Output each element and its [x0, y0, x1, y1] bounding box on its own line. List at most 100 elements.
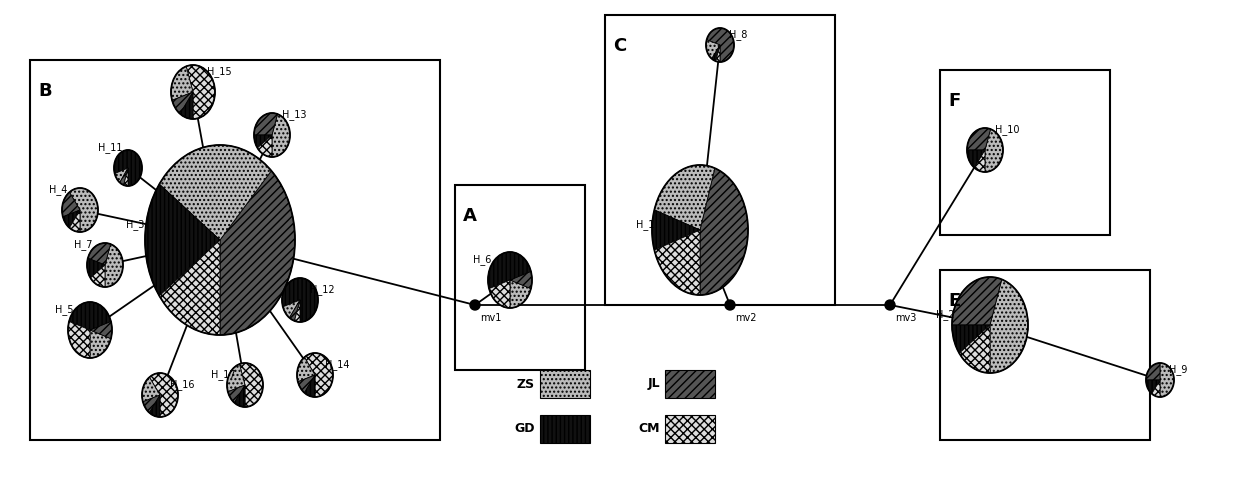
Polygon shape [304, 353, 334, 397]
Text: C: C [613, 37, 626, 55]
Polygon shape [171, 66, 193, 100]
Text: H_12: H_12 [310, 284, 335, 295]
Polygon shape [960, 325, 990, 373]
Polygon shape [105, 244, 123, 287]
Polygon shape [283, 300, 300, 318]
Bar [665, 415, 715, 443]
Polygon shape [952, 277, 1002, 325]
Ellipse shape [62, 188, 98, 232]
Polygon shape [967, 128, 991, 150]
Text: H_16: H_16 [170, 379, 195, 390]
Polygon shape [124, 168, 128, 186]
Polygon shape [967, 150, 985, 168]
Bar [539, 370, 590, 398]
Polygon shape [88, 243, 110, 265]
Text: A: A [463, 207, 477, 225]
Ellipse shape [227, 363, 263, 407]
Polygon shape [990, 279, 1028, 373]
Text: H_3: H_3 [125, 219, 144, 230]
Text: H_8: H_8 [729, 29, 748, 40]
Text: GD: GD [515, 422, 534, 435]
Polygon shape [289, 300, 300, 321]
Polygon shape [489, 280, 510, 308]
Polygon shape [715, 45, 720, 62]
Polygon shape [281, 278, 317, 322]
Polygon shape [149, 395, 160, 417]
Ellipse shape [652, 165, 748, 295]
Polygon shape [707, 28, 734, 62]
Polygon shape [228, 385, 246, 403]
Text: H_6: H_6 [472, 254, 491, 265]
Polygon shape [68, 321, 91, 358]
Text: CM: CM [639, 422, 660, 435]
Polygon shape [294, 300, 300, 322]
Polygon shape [258, 135, 272, 157]
Ellipse shape [967, 128, 1003, 172]
Polygon shape [1152, 380, 1159, 397]
Text: H_4: H_4 [48, 184, 67, 195]
Polygon shape [234, 385, 246, 407]
Polygon shape [254, 135, 272, 148]
Text: mv1: mv1 [480, 313, 501, 323]
Polygon shape [298, 375, 315, 393]
Ellipse shape [143, 373, 179, 417]
Polygon shape [239, 363, 263, 407]
Polygon shape [652, 210, 701, 250]
Text: H_14: H_14 [325, 359, 350, 370]
Text: JL: JL [647, 377, 660, 391]
Polygon shape [145, 184, 219, 296]
Polygon shape [149, 373, 179, 417]
Polygon shape [87, 258, 105, 278]
Polygon shape [254, 113, 278, 135]
Polygon shape [114, 150, 143, 186]
Bar [605, 15, 835, 305]
Polygon shape [706, 40, 720, 59]
Ellipse shape [706, 28, 734, 62]
Polygon shape [1146, 380, 1159, 394]
Polygon shape [219, 171, 295, 335]
Text: mv2: mv2 [735, 313, 756, 323]
Polygon shape [159, 240, 219, 335]
Text: H_15: H_15 [207, 66, 232, 77]
Ellipse shape [171, 65, 215, 119]
Text: H_9: H_9 [1169, 364, 1187, 375]
Polygon shape [63, 210, 81, 228]
Bar [665, 370, 715, 398]
Polygon shape [712, 45, 720, 61]
Ellipse shape [489, 252, 532, 308]
Text: H_7: H_7 [73, 239, 92, 250]
Polygon shape [975, 150, 985, 172]
Polygon shape [62, 192, 81, 217]
Polygon shape [180, 92, 193, 119]
Polygon shape [143, 395, 160, 413]
Polygon shape [91, 265, 105, 287]
Ellipse shape [952, 277, 1028, 373]
Polygon shape [1159, 363, 1174, 397]
Text: mv3: mv3 [895, 313, 916, 323]
Text: H_2: H_2 [936, 309, 955, 320]
Polygon shape [114, 168, 128, 182]
Circle shape [725, 300, 735, 310]
Circle shape [470, 300, 480, 310]
Polygon shape [143, 377, 160, 402]
Polygon shape [952, 325, 990, 353]
Polygon shape [985, 129, 1003, 172]
Bar [940, 70, 1110, 235]
Text: ZS: ZS [517, 377, 534, 391]
Bar [30, 60, 440, 440]
Polygon shape [510, 280, 531, 308]
Polygon shape [172, 92, 193, 114]
Text: H_1: H_1 [636, 219, 655, 230]
Ellipse shape [114, 150, 143, 186]
Polygon shape [69, 188, 98, 232]
Text: E: E [949, 292, 960, 310]
Polygon shape [272, 114, 290, 157]
Bar [940, 270, 1149, 440]
Circle shape [885, 300, 895, 310]
Polygon shape [655, 230, 701, 295]
Polygon shape [227, 364, 246, 392]
Text: H_17: H_17 [211, 369, 236, 380]
Polygon shape [298, 357, 315, 382]
Polygon shape [186, 65, 215, 119]
Ellipse shape [254, 113, 290, 157]
